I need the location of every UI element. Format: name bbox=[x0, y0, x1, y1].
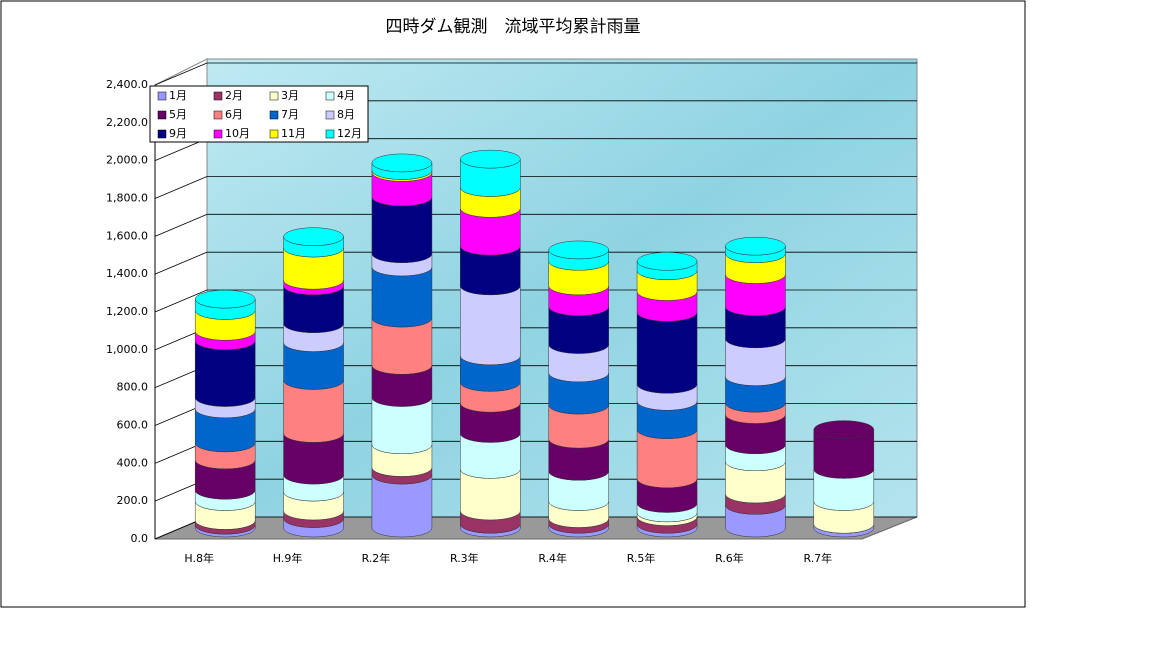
x-tick-label: R.4年 bbox=[538, 551, 567, 565]
legend-swatch bbox=[269, 129, 279, 139]
cylinder-segment bbox=[460, 285, 521, 366]
y-tick-label: 0.0 bbox=[131, 532, 149, 545]
y-tick-label: 1,600.0 bbox=[106, 229, 148, 242]
legend-swatch bbox=[213, 110, 223, 120]
x-tick-label: R.6年 bbox=[715, 551, 744, 565]
legend-swatch bbox=[269, 110, 279, 120]
legend-label: 5月 bbox=[169, 108, 187, 121]
y-tick-label: 800.0 bbox=[117, 381, 149, 394]
cylinder-top bbox=[283, 227, 344, 246]
cylinder-top bbox=[371, 153, 433, 173]
cylinder-top bbox=[194, 289, 256, 309]
x-tick-label: R.2年 bbox=[362, 551, 391, 565]
cylinder-top bbox=[548, 240, 609, 260]
legend-label: 11月 bbox=[281, 127, 306, 140]
cylinder-segment bbox=[371, 474, 433, 538]
y-tick-label: 2,400.0 bbox=[106, 78, 148, 91]
legend: 1月 2月 3月 4月 5月 6月 7月 8月 9月 10月 11月 12月 bbox=[149, 85, 369, 143]
y-tick-label: 1,000.0 bbox=[106, 343, 148, 356]
legend-swatch bbox=[157, 91, 167, 101]
legend-label: 4月 bbox=[337, 89, 355, 102]
y-tick-label: 200.0 bbox=[117, 494, 149, 507]
y-tick-label: 400.0 bbox=[117, 456, 149, 469]
cylinder-top bbox=[636, 252, 698, 271]
y-tick-label: 1,200.0 bbox=[106, 305, 148, 318]
floor bbox=[154, 516, 918, 540]
legend-swatch bbox=[325, 91, 335, 101]
legend-swatch bbox=[325, 110, 335, 120]
x-tick-label: H.8年 bbox=[184, 551, 214, 565]
x-tick-label: R.5年 bbox=[627, 551, 656, 565]
x-tick-label: R.3年 bbox=[450, 551, 479, 565]
y-tick-label: 2,000.0 bbox=[106, 154, 148, 167]
chart-title: 四時ダム観測 流域平均累計雨量 bbox=[386, 17, 641, 37]
grid-line bbox=[154, 62, 208, 86]
legend-swatch bbox=[157, 129, 167, 139]
grid-line bbox=[154, 251, 208, 275]
grid-line bbox=[154, 213, 208, 237]
cylinder-top bbox=[813, 420, 875, 439]
legend-swatch bbox=[269, 91, 279, 101]
grid-line bbox=[154, 176, 208, 199]
cylinder-segment bbox=[636, 312, 698, 394]
legend-label: 12月 bbox=[337, 127, 362, 140]
cylinder-top bbox=[725, 236, 786, 256]
y-tick-label: 2,200.0 bbox=[106, 116, 148, 129]
y-tick-label: 1,400.0 bbox=[106, 267, 148, 280]
legend-label: 1月 bbox=[169, 89, 187, 102]
cylinder-segment bbox=[194, 340, 256, 407]
legend-label: 8月 bbox=[337, 108, 355, 121]
legend-label: 3月 bbox=[281, 89, 299, 102]
legend-swatch bbox=[157, 110, 167, 120]
x-tick-label: R.7年 bbox=[803, 551, 832, 565]
legend-label: 6月 bbox=[225, 108, 243, 121]
legend-label: 10月 bbox=[225, 127, 250, 140]
grid-line bbox=[154, 289, 208, 313]
y-tick-label: 600.0 bbox=[117, 419, 149, 432]
legend-swatch bbox=[213, 91, 223, 101]
cylinder-segment bbox=[283, 380, 344, 443]
legend-swatch bbox=[213, 129, 223, 139]
legend-label: 7月 bbox=[281, 108, 299, 121]
legend-label: 2月 bbox=[225, 89, 243, 102]
cylinder-segment bbox=[371, 196, 433, 263]
legend-label: 9月 bbox=[169, 127, 187, 140]
y-tick-label: 1,800.0 bbox=[106, 192, 148, 205]
x-tick-label: H.9年 bbox=[273, 551, 303, 565]
cylinder-top bbox=[460, 149, 521, 169]
legend-swatch bbox=[325, 129, 335, 139]
